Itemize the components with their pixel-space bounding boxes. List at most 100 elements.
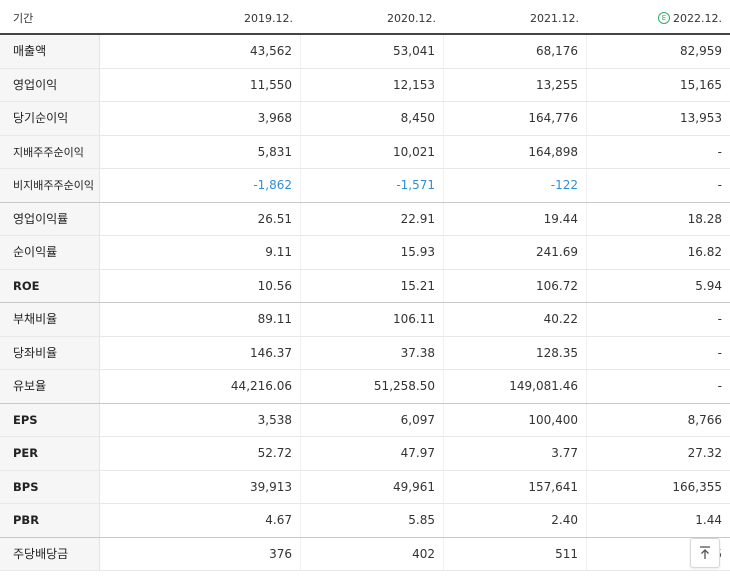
row-value: 52.72 (100, 437, 301, 470)
header-period-2020: 2020.12. (387, 12, 436, 25)
table-row-debt-ratio: 부채비율 89.11 106.11 40.22 - (0, 303, 730, 337)
row-value: 241.69 (444, 236, 587, 269)
row-value: 13,953 (680, 111, 722, 125)
row-value: 40.22 (444, 303, 587, 336)
row-value: 157,641 (444, 470, 587, 503)
table-row-net-margin: 순이익률 9.11 15.93 241.69 16.82 (0, 236, 730, 270)
table-row-pbr: PBR 4.67 5.85 2.40 1.44 (0, 504, 730, 538)
row-value: 44,216.06 (100, 370, 301, 403)
row-label: 당기순이익 (0, 102, 100, 135)
scroll-top-button[interactable] (690, 538, 720, 568)
row-value: 22.91 (301, 202, 444, 235)
row-label: 당좌비율 (0, 336, 100, 369)
table-row-operating-profit: 영업이익 11,550 12,153 13,255 15,165 (0, 68, 730, 102)
row-value: 511 (444, 537, 587, 570)
row-value: 16.82 (687, 245, 722, 259)
row-value: 164,776 (444, 102, 587, 135)
row-value: 146.37 (100, 336, 301, 369)
row-value: 3,538 (100, 403, 301, 436)
row-value: 47.97 (301, 437, 444, 470)
row-value: - (717, 144, 722, 159)
row-value-negative: -1,571 (301, 169, 444, 202)
row-value: 18.28 (687, 211, 722, 226)
row-value: 376 (100, 537, 301, 570)
row-label: 순이익률 (0, 236, 100, 269)
row-value: 26.51 (100, 202, 301, 235)
row-value: 166,355 (672, 479, 722, 494)
table-row-per: PER 52.72 47.97 3.77 27.32 (0, 437, 730, 471)
row-value: 53,041 (301, 35, 444, 68)
table-row-net-income: 당기순이익 3,968 8,450 164,776 13,953 (0, 102, 730, 136)
row-value: 49,961 (301, 470, 444, 503)
row-value: 37.38 (301, 336, 444, 369)
estimate-icon: E (658, 12, 671, 24)
row-label: BPS (0, 470, 100, 503)
row-value: 89.11 (100, 303, 301, 336)
row-value-negative: -1,862 (100, 169, 301, 202)
row-value: 9.11 (100, 236, 301, 269)
header-period-2022-label: 2022.12. (673, 12, 722, 25)
row-value: 6,097 (301, 403, 444, 436)
table-row-noncontrolling-net-income: 비지배주주순이익 -1,862 -1,571 -122 - (0, 169, 730, 203)
row-label: 부채비율 (0, 303, 100, 336)
table-row-dividend-per-share: 주당배당금 376 402 511 5 (0, 537, 730, 571)
row-value: 106.72 (444, 269, 587, 302)
row-value: 4.67 (100, 504, 301, 537)
row-value: 5,831 (100, 135, 301, 168)
row-value: 13,255 (444, 68, 587, 101)
table-row-controlling-net-income: 지배주주순이익 5,831 10,021 164,898 - (0, 135, 730, 169)
row-value: - (717, 345, 722, 360)
row-label: 영업이익 (0, 68, 100, 101)
row-value: 149,081.46 (444, 370, 587, 403)
table-header: 기간 2019.12. 2020.12. 2021.12. E 2022.12. (0, 0, 730, 35)
row-value: - (717, 178, 722, 192)
row-label: 매출액 (0, 35, 100, 68)
arrow-up-to-top-icon (700, 546, 710, 559)
row-value: - (717, 379, 722, 393)
row-value: 128.35 (444, 336, 587, 369)
row-label: 지배주주순이익 (0, 135, 100, 168)
row-label: 유보율 (0, 370, 100, 403)
table-row-operating-margin: 영업이익률 26.51 22.91 19.44 18.28 (0, 202, 730, 236)
row-value: 11,550 (100, 68, 301, 101)
row-value: 164,898 (444, 135, 587, 168)
row-value: 8,766 (687, 412, 722, 427)
header-period-label: 기간 (13, 12, 34, 25)
table-row-quick-ratio: 당좌비율 146.37 37.38 128.35 - (0, 336, 730, 370)
row-value: 3,968 (100, 102, 301, 135)
table-row-reserve-ratio: 유보율 44,216.06 51,258.50 149,081.46 - (0, 370, 730, 404)
row-value: - (717, 312, 722, 326)
row-label: ROE (0, 269, 100, 302)
row-value: 5.85 (301, 504, 444, 537)
row-value: 5.94 (695, 278, 722, 293)
row-value: 10,021 (301, 135, 444, 168)
row-value: 100,400 (444, 403, 587, 436)
table-row-revenue: 매출액 43,562 53,041 68,176 82,959 (0, 35, 730, 69)
row-value: 19.44 (444, 202, 587, 235)
row-value: 15,165 (680, 77, 722, 92)
table-row-bps: BPS 39,913 49,961 157,641 166,355 (0, 470, 730, 504)
row-value: 39,913 (100, 470, 301, 503)
row-label: 비지배주주순이익 (0, 169, 100, 202)
row-label: PER (0, 437, 100, 470)
row-value: 106.11 (301, 303, 444, 336)
row-value: 10.56 (100, 269, 301, 302)
row-value: 15.93 (301, 236, 444, 269)
row-value: 3.77 (444, 437, 587, 470)
row-value: 402 (301, 537, 444, 570)
row-value: 2.40 (444, 504, 587, 537)
row-value: 12,153 (301, 68, 444, 101)
row-value: 51,258.50 (301, 370, 444, 403)
financial-table-body: 매출액 43,562 53,041 68,176 82,959 영업이익 11,… (0, 35, 730, 571)
row-value: 1.44 (695, 513, 722, 527)
row-value: 15.21 (301, 269, 444, 302)
table-row-roe: ROE 10.56 15.21 106.72 5.94 (0, 269, 730, 303)
row-value: 43,562 (100, 35, 301, 68)
header-period-2021: 2021.12. (530, 12, 579, 25)
row-value: 8,450 (301, 102, 444, 135)
row-label: 주당배당금 (0, 537, 100, 570)
row-label: EPS (0, 403, 100, 436)
row-label: PBR (0, 504, 100, 537)
row-value: 68,176 (444, 35, 587, 68)
header-period-2022: E 2022.12. (587, 0, 730, 33)
